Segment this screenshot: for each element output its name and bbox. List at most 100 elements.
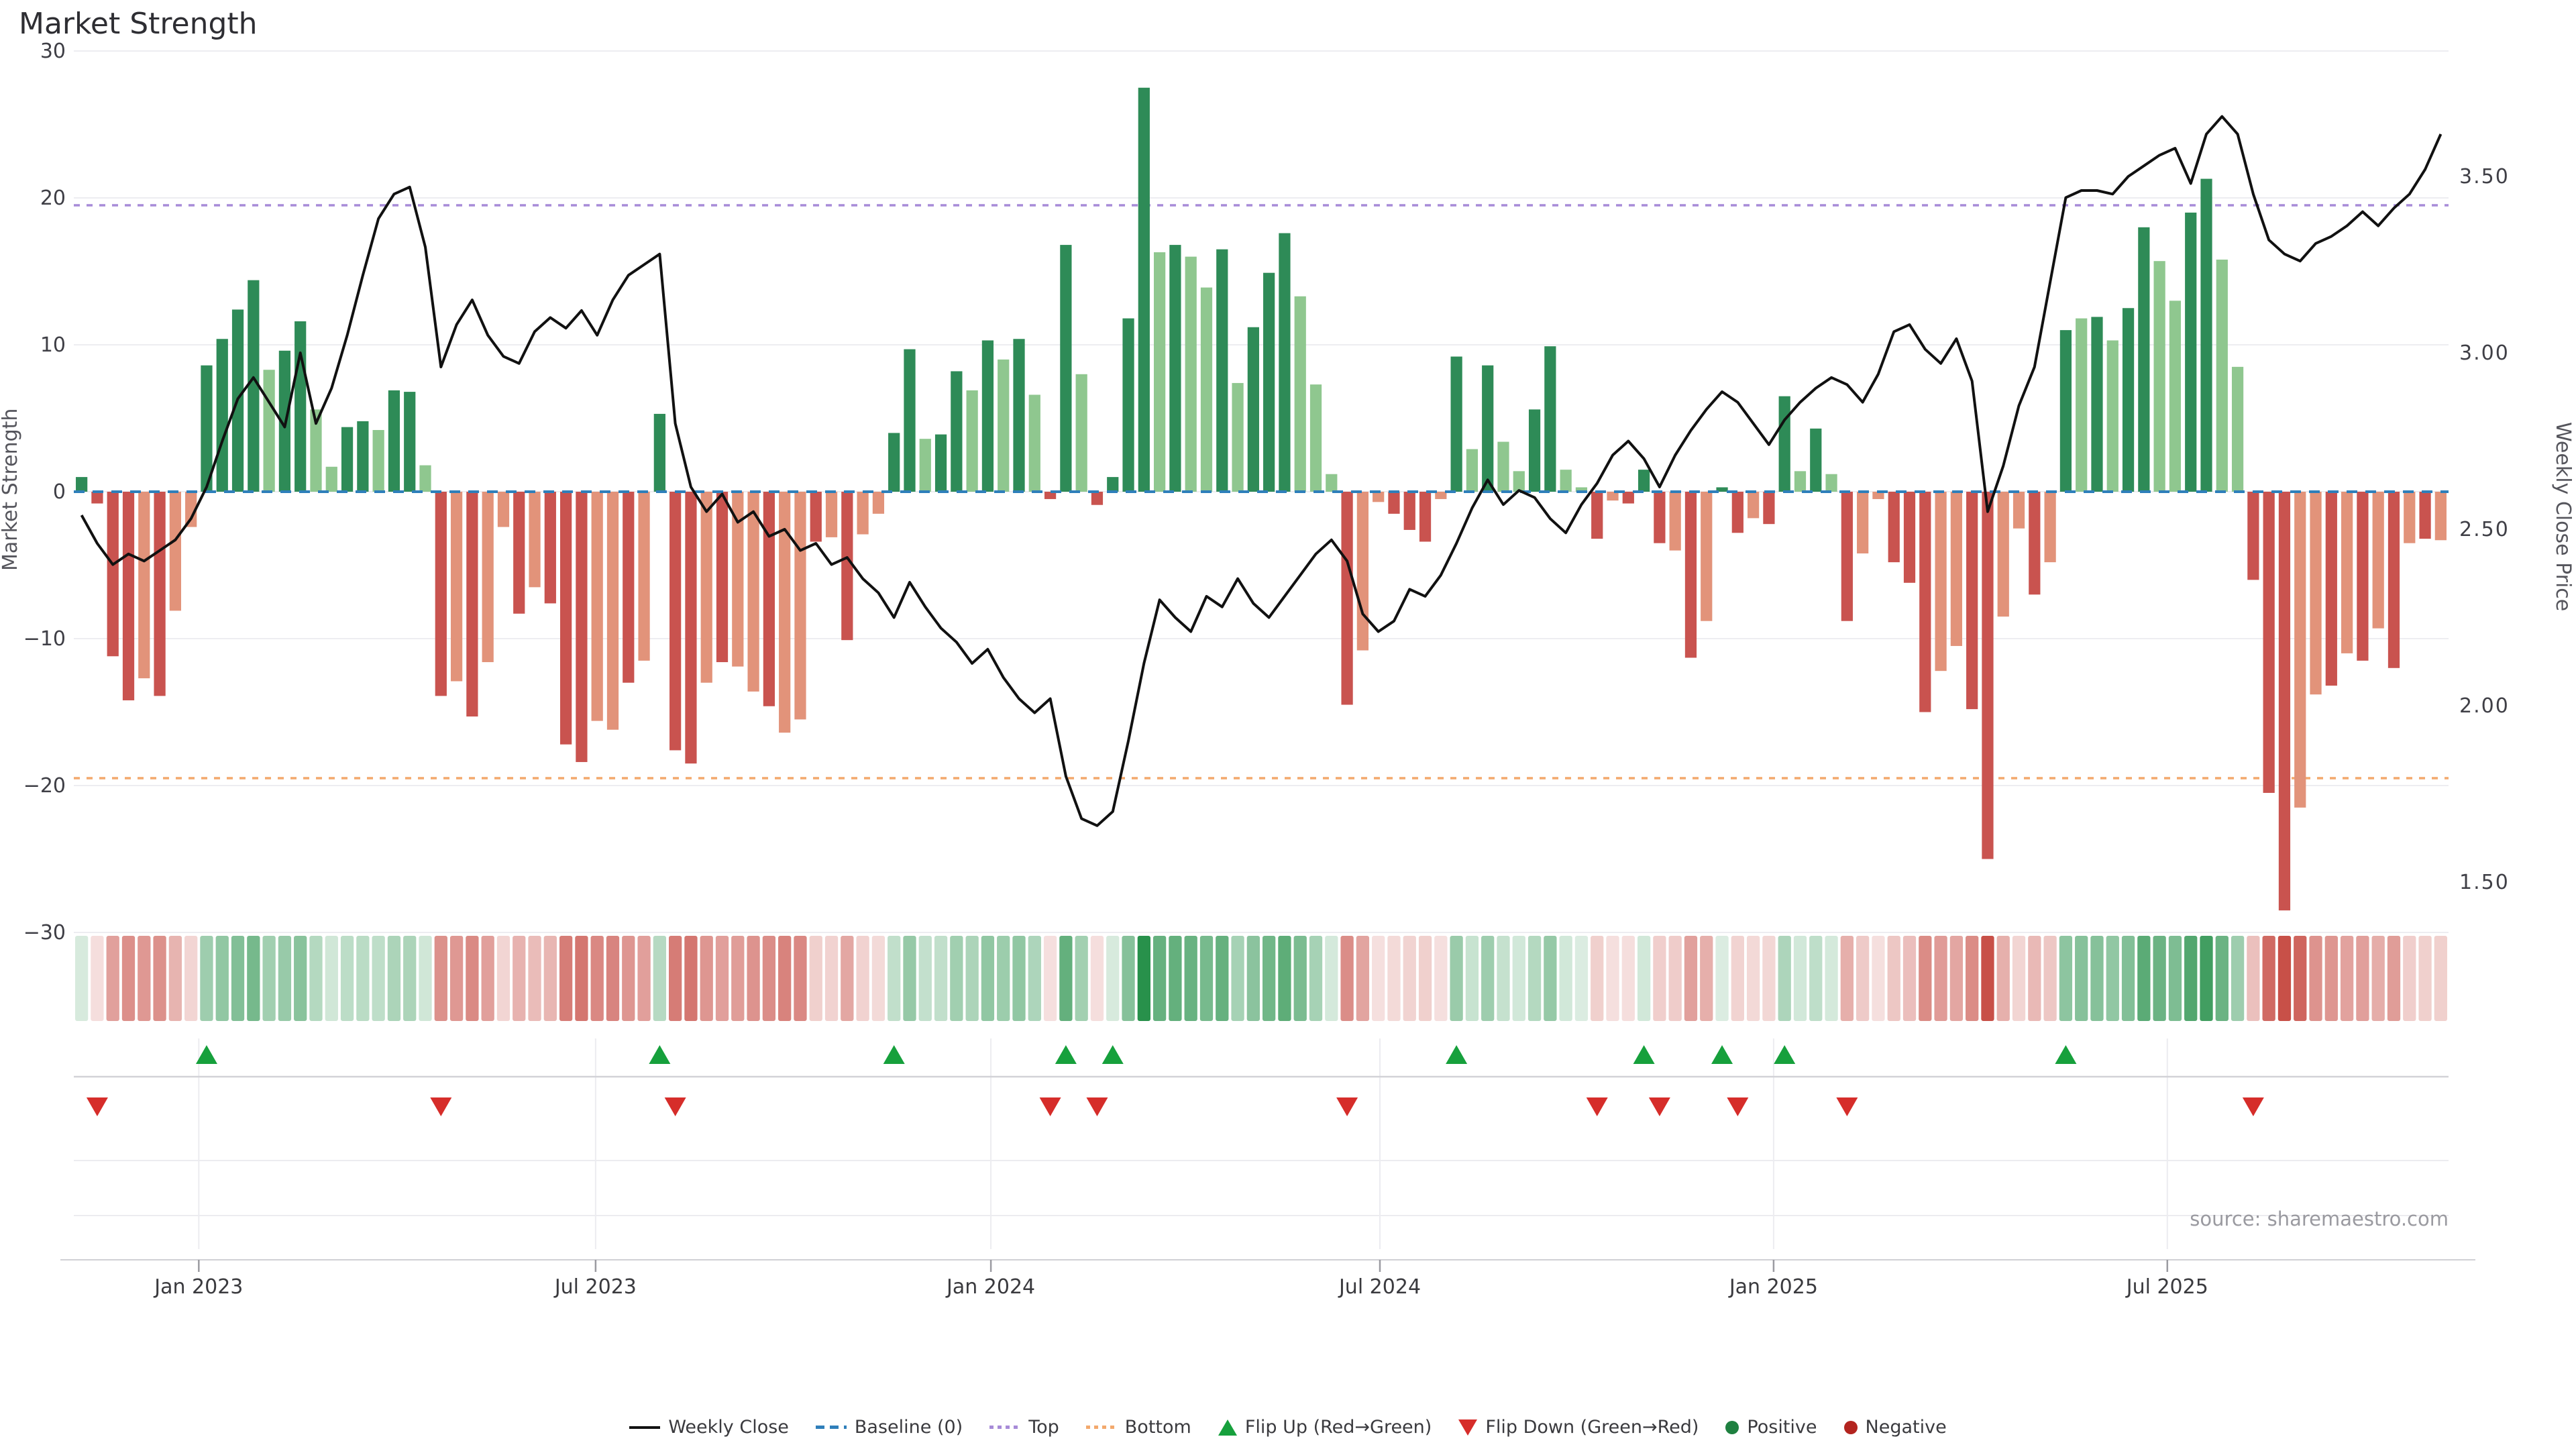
strength-bar[interactable] <box>2247 492 2259 580</box>
heatmap-cell[interactable] <box>449 936 464 1021</box>
strength-bar[interactable] <box>1013 339 1025 492</box>
strength-bar[interactable] <box>2185 212 2197 492</box>
strength-bar[interactable] <box>2138 227 2150 492</box>
heatmap-cell[interactable] <box>715 936 729 1021</box>
strength-bar[interactable] <box>1091 492 1104 505</box>
heatmap-cell[interactable] <box>794 936 807 1021</box>
legend-item-flip-up[interactable]: Flip Up (Red→Green) <box>1218 1417 1432 1438</box>
strength-bar[interactable] <box>1309 384 1322 492</box>
strength-bar[interactable] <box>497 492 510 527</box>
heatmap-cell[interactable] <box>1762 936 1776 1021</box>
strength-bar[interactable] <box>201 365 213 492</box>
strength-bar[interactable] <box>872 492 885 514</box>
strength-bar[interactable] <box>810 492 822 542</box>
heatmap-cell[interactable] <box>1372 936 1385 1021</box>
strength-bar[interactable] <box>763 492 775 706</box>
strength-bar[interactable] <box>185 492 197 527</box>
heatmap-cell[interactable] <box>1340 936 1354 1021</box>
strength-bar[interactable] <box>248 280 260 492</box>
heatmap-cell[interactable] <box>2262 936 2275 1021</box>
strength-bar[interactable] <box>1794 471 1807 492</box>
strength-bar[interactable] <box>310 409 322 492</box>
strength-bar[interactable] <box>779 492 791 733</box>
flip-up-marker[interactable] <box>1102 1045 1124 1064</box>
strength-bar[interactable] <box>560 492 572 745</box>
heatmap-cell[interactable] <box>1684 936 1698 1021</box>
heatmap-cell[interactable] <box>1887 936 1900 1021</box>
strength-bar[interactable] <box>154 492 166 696</box>
heatmap-cell[interactable] <box>2028 936 2041 1021</box>
heatmap-cell[interactable] <box>934 936 948 1021</box>
heatmap-cell[interactable] <box>1169 936 1182 1021</box>
strength-bar[interactable] <box>1060 245 1072 492</box>
strength-bar[interactable] <box>107 492 119 657</box>
heatmap-cell[interactable] <box>2356 936 2369 1021</box>
strength-bar[interactable] <box>1341 492 1353 705</box>
strength-bar[interactable] <box>1591 492 1603 539</box>
strength-bar[interactable] <box>1528 409 1541 492</box>
heatmap-cell[interactable] <box>1591 936 1604 1021</box>
strength-bar[interactable] <box>1247 327 1259 492</box>
strength-bar[interactable] <box>2106 340 2118 492</box>
strength-bar[interactable] <box>1997 492 2009 617</box>
heatmap-cell[interactable] <box>2309 936 2322 1021</box>
heatmap-cell[interactable] <box>2247 936 2260 1021</box>
heatmap-cell[interactable] <box>1216 936 1229 1021</box>
heatmap-cell[interactable] <box>2012 936 2026 1021</box>
strength-bar[interactable] <box>1982 492 1994 859</box>
heatmap-cell[interactable] <box>856 936 869 1021</box>
strength-bar[interactable] <box>1607 492 1619 501</box>
heatmap-cell[interactable] <box>1544 936 1557 1021</box>
flip-up-marker[interactable] <box>1055 1045 1077 1064</box>
heatmap-cell[interactable] <box>1122 936 1135 1021</box>
strength-bar[interactable] <box>1622 492 1634 504</box>
flip-down-marker[interactable] <box>664 1097 686 1116</box>
heatmap-cell[interactable] <box>2434 936 2447 1021</box>
flip-down-marker[interactable] <box>1586 1097 1608 1116</box>
heatmap-cell[interactable] <box>1059 936 1073 1021</box>
legend-item-flip-down[interactable]: Flip Down (Green→Red) <box>1458 1417 1699 1438</box>
strength-bar[interactable] <box>1450 356 1462 492</box>
strength-bar[interactable] <box>2029 492 2041 595</box>
heatmap-cell[interactable] <box>888 936 901 1021</box>
strength-bar[interactable] <box>638 492 650 661</box>
heatmap-cell[interactable] <box>2121 936 2135 1021</box>
heatmap-cell[interactable] <box>1465 936 1479 1021</box>
flip-down-marker[interactable] <box>2242 1097 2264 1116</box>
heatmap-cell[interactable] <box>1043 936 1057 1021</box>
strength-bar[interactable] <box>450 492 463 682</box>
strength-bar[interactable] <box>2372 492 2384 629</box>
heatmap-cell[interactable] <box>2277 936 2292 1021</box>
flip-down-marker[interactable] <box>86 1097 108 1116</box>
heatmap-cell[interactable] <box>1746 936 1760 1021</box>
flip-up-marker[interactable] <box>1446 1045 1468 1064</box>
heatmap-cell[interactable] <box>387 936 401 1021</box>
strength-bar[interactable] <box>2310 492 2322 695</box>
heatmap-cell[interactable] <box>1934 936 1947 1021</box>
strength-bar[interactable] <box>2169 301 2182 492</box>
strength-bar[interactable] <box>1403 492 1415 530</box>
strength-bar[interactable] <box>1841 492 1853 621</box>
heatmap-cell[interactable] <box>1231 936 1244 1021</box>
heatmap-cell[interactable] <box>1902 936 1917 1021</box>
legend-item-top[interactable]: Top <box>989 1417 1059 1438</box>
strength-bar[interactable] <box>1950 492 1962 646</box>
heatmap-cell[interactable] <box>1106 936 1120 1021</box>
flip-down-marker[interactable] <box>1336 1097 1358 1116</box>
strength-bar[interactable] <box>1560 470 1572 492</box>
strength-bar[interactable] <box>700 492 712 683</box>
heatmap-cell[interactable] <box>2075 936 2088 1021</box>
strength-bar[interactable] <box>2091 317 2103 492</box>
heatmap-cell[interactable] <box>528 936 541 1021</box>
strength-bar[interactable] <box>2263 492 2275 793</box>
heatmap-cell[interactable] <box>2371 936 2385 1021</box>
heatmap-cell[interactable] <box>153 936 166 1021</box>
heatmap-cell[interactable] <box>1919 936 1932 1021</box>
weekly-close-line[interactable] <box>80 115 2443 827</box>
strength-bar[interactable] <box>2434 492 2447 541</box>
heatmap-cell[interactable] <box>1450 936 1463 1021</box>
legend-item-baseline[interactable]: Baseline (0) <box>815 1417 963 1438</box>
strength-bar[interactable] <box>1279 233 1291 492</box>
heatmap-cell[interactable] <box>496 936 511 1021</box>
heatmap-cell[interactable] <box>91 936 104 1021</box>
